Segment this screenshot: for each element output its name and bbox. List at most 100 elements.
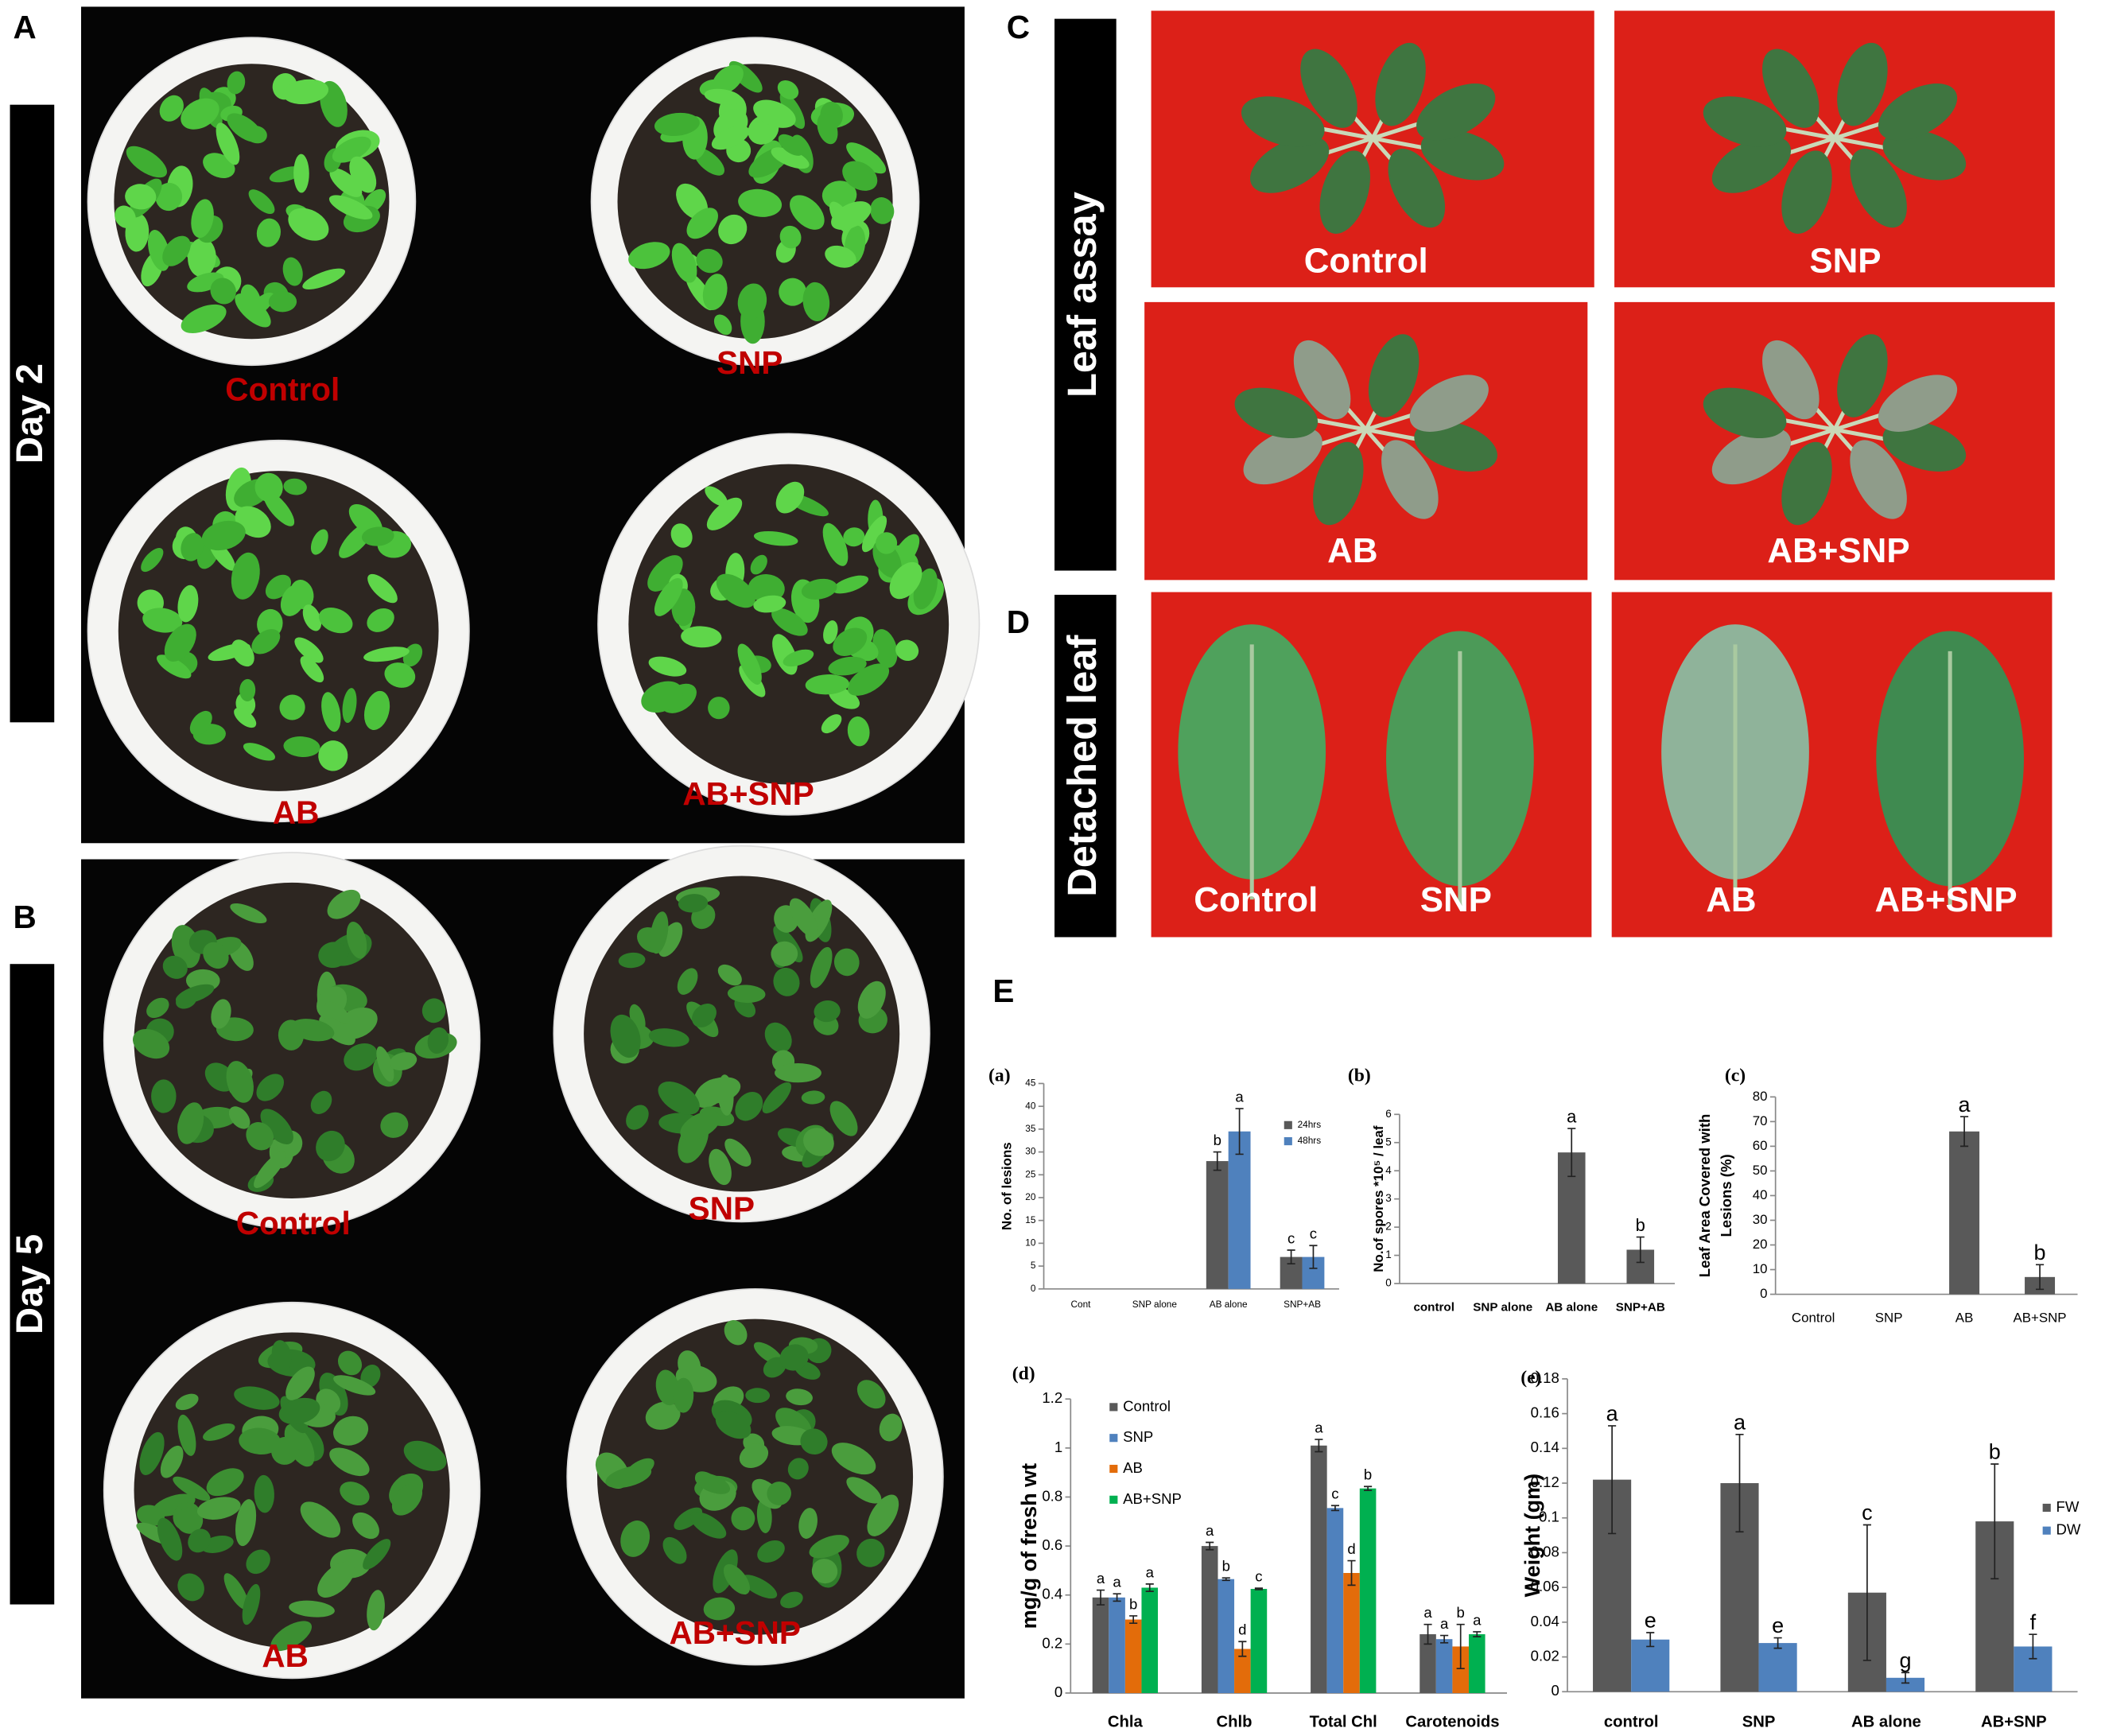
leaf [352,1512,379,1540]
y-axis-label: No.of spores *10⁵ / leaf [1371,1125,1386,1272]
significance-letter: c [1331,1486,1338,1502]
leaf [739,1443,769,1469]
side-label-bar [10,964,55,1605]
leaf [1241,96,1325,147]
x-tick-label: SNP+AB [1616,1300,1665,1314]
leaf [757,1540,785,1563]
leaf [247,292,274,317]
leaf [333,1416,369,1446]
leaf [895,639,919,662]
y-tick-label: 20 [1753,1237,1768,1252]
photo-label: SNP [717,344,783,381]
leaf [762,1082,792,1114]
leaf [278,1019,305,1051]
y-axis-label: No. of lesions [999,1142,1014,1230]
y-tick-label: 1 [1054,1439,1062,1455]
leaf [177,584,199,623]
x-tick-label: SNP+AB [1284,1299,1321,1310]
leaf [831,1443,876,1475]
leaf [870,197,895,224]
significance-letter: e [1645,1609,1656,1633]
leaf [1300,49,1357,128]
leaf [723,1563,750,1595]
x-tick-label: AB alone [1210,1299,1248,1310]
leaf [801,1090,825,1105]
leaf [317,1561,355,1598]
leaf [226,1061,254,1103]
y-tick-label: 4 [1385,1164,1392,1176]
leaf [206,1468,244,1497]
y-tick-label: 0.6 [1042,1536,1062,1553]
leaf [294,637,324,663]
leaf [201,520,246,551]
leaf [384,662,416,688]
leaf [248,189,275,214]
y-tick-label: 2 [1385,1221,1392,1233]
leaf [618,952,646,969]
y-tick-label: 30 [1753,1212,1768,1227]
leaf [677,968,698,995]
bar [1343,1572,1360,1693]
error-bar [2029,1633,2037,1660]
leaf [767,1482,791,1505]
leaf [1850,148,1907,228]
leaf [271,1340,292,1371]
leaf [363,690,390,730]
leaf [790,195,825,230]
error-bar [1145,1583,1154,1592]
leaf [1850,440,1907,519]
y-tick-label: 50 [1753,1163,1768,1178]
error-bar [1254,1587,1263,1590]
leaf [737,283,767,320]
leaf [278,1397,320,1425]
leaf [1313,441,1364,526]
leaf [316,1130,345,1162]
leaf [1381,440,1439,519]
leaf [132,1028,170,1059]
legend-swatch [2042,1526,2051,1535]
leaf [285,1366,315,1400]
x-tick-label: SNP alone [1473,1300,1532,1314]
leaf [391,1483,423,1516]
bar [1631,1639,1670,1692]
leaf [126,146,167,178]
leaf [823,620,838,644]
significance-letter: c [1310,1225,1317,1242]
y-tick-label: 0.16 [1531,1404,1559,1421]
leaf [610,1014,641,1058]
significance-letter: a [1440,1615,1449,1632]
y-tick-label: 0.08 [1531,1543,1559,1559]
bar [1435,1639,1453,1693]
leaf [802,282,830,321]
side-label-bar [10,104,55,723]
leaf [421,998,446,1023]
leaf [779,278,807,306]
y-tick-label: 1 [1385,1249,1392,1260]
leaf [231,639,254,667]
leaf [268,291,297,313]
x-tick-label: AB [1955,1310,1974,1325]
y-axis-label: mg/g of fresh wt [1017,1463,1041,1629]
significance-letter: b [1364,1466,1372,1483]
leaf [773,967,800,996]
leaf [748,574,785,603]
y-tick-label: 45 [1025,1078,1036,1089]
leaf [164,623,196,662]
significance-letter: b [1214,1132,1221,1148]
significance-letter: c [1287,1229,1295,1246]
error-bar [1096,1589,1105,1606]
y-tick-label: 70 [1753,1113,1768,1128]
chart-label: (c) [1725,1065,1746,1085]
y-tick-label: 20 [1025,1191,1036,1202]
leaf [821,714,842,734]
error-bar [1364,1486,1373,1491]
leaf [658,922,683,957]
leaf [645,1401,681,1430]
y-tick-label: 6 [1385,1108,1392,1120]
leaf [332,136,371,163]
leaf [346,921,367,959]
leaf [724,1320,748,1346]
leaf [256,218,282,247]
leaf [328,195,373,220]
